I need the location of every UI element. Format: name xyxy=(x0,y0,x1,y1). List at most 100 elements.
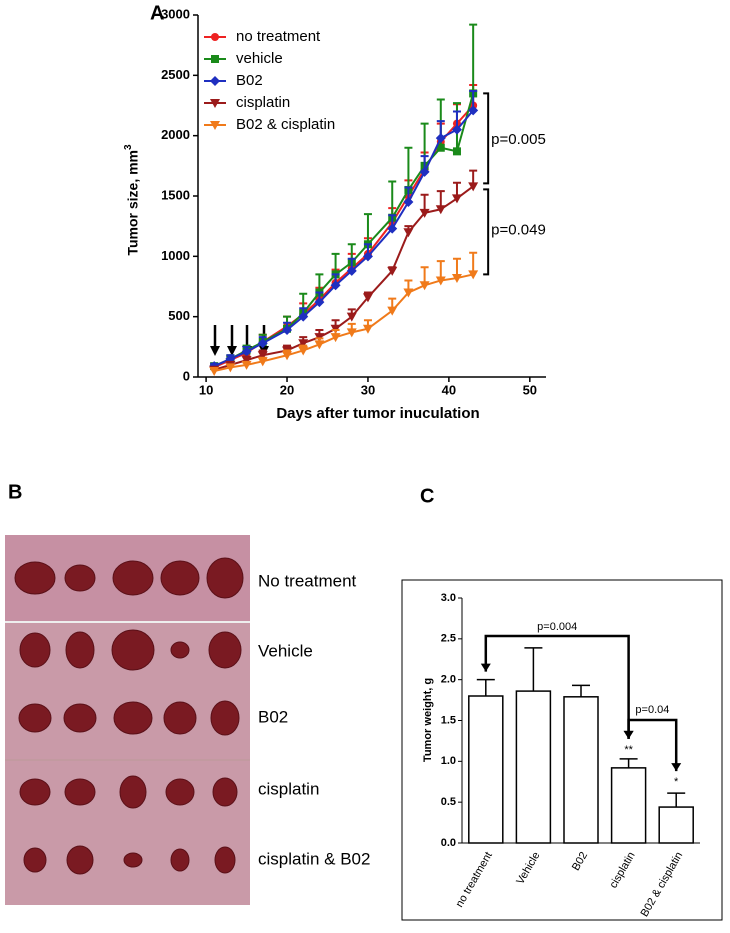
marker xyxy=(419,208,430,218)
marker xyxy=(435,133,446,144)
error-bar xyxy=(619,758,638,768)
legend-marker xyxy=(210,121,220,130)
marker xyxy=(387,306,398,316)
annotation: p=0.04 xyxy=(635,704,669,716)
tumor xyxy=(163,701,197,735)
legend-label: vehicle xyxy=(236,50,283,67)
marker xyxy=(346,328,357,338)
marker xyxy=(225,363,236,373)
row-label: Vehicle xyxy=(258,641,313,660)
tumor xyxy=(64,778,96,806)
y-tick-label: 500 xyxy=(168,308,190,323)
marker xyxy=(452,147,461,156)
bracket xyxy=(484,634,630,739)
marker xyxy=(330,333,341,343)
panel-label: B xyxy=(8,481,22,503)
tumor xyxy=(206,557,244,599)
error-bar xyxy=(667,792,686,808)
y-tick-label: 3000 xyxy=(161,6,190,21)
error-bar xyxy=(469,23,478,94)
marker xyxy=(362,324,373,334)
bar xyxy=(515,690,552,844)
error-bar xyxy=(524,647,543,692)
panel-label: C xyxy=(420,485,434,507)
x-tick-label: Vehicle xyxy=(514,850,542,887)
x-tick-label: 30 xyxy=(361,382,375,397)
y-tick-label: 2.0 xyxy=(441,674,456,686)
arrow-head xyxy=(480,663,491,672)
tumor xyxy=(208,631,242,669)
x-tick-label: 20 xyxy=(280,382,294,397)
marker xyxy=(403,288,414,298)
y-tick-label: 0.0 xyxy=(441,837,456,849)
marker xyxy=(451,194,462,204)
marker xyxy=(346,312,357,322)
tumor xyxy=(212,777,238,807)
bracket xyxy=(483,188,490,276)
arrow-head xyxy=(623,730,634,739)
marker xyxy=(387,223,398,234)
marker xyxy=(257,351,268,361)
marker xyxy=(298,346,309,356)
annotation: p=0.005 xyxy=(491,131,546,148)
y-tick-label: 2.5 xyxy=(441,633,456,645)
x-tick-label: B02 & cisplatin xyxy=(639,850,686,919)
marker xyxy=(419,281,430,291)
tumor xyxy=(113,701,153,735)
annotation: p=0.004 xyxy=(537,621,577,633)
bar xyxy=(468,695,504,844)
legend-label: B02 xyxy=(236,72,263,89)
marker xyxy=(314,297,325,308)
tumor xyxy=(18,703,52,733)
marker xyxy=(314,340,325,350)
y-axis-label: Tumor weight, g xyxy=(422,678,434,762)
legend-marker xyxy=(211,33,219,41)
panel-label: A xyxy=(150,2,164,24)
marker xyxy=(282,351,293,361)
bar xyxy=(563,696,599,844)
marker xyxy=(468,270,479,280)
x-tick-label: no treatment xyxy=(454,850,495,909)
tumor xyxy=(170,848,190,872)
tumors xyxy=(14,557,244,875)
tumor xyxy=(214,846,236,874)
tumor xyxy=(66,845,94,875)
annotation: * xyxy=(674,776,679,788)
tumor xyxy=(170,641,190,659)
row-label: No treatment xyxy=(258,571,357,590)
marker xyxy=(298,339,309,349)
x-tick-label: 40 xyxy=(442,382,456,397)
legend-label: no treatment xyxy=(236,28,321,45)
tumor xyxy=(63,703,97,733)
tumor xyxy=(165,778,195,806)
marker xyxy=(419,166,430,177)
arrow-head xyxy=(227,346,237,356)
marker xyxy=(468,182,479,192)
tumor xyxy=(14,561,56,595)
tumor xyxy=(19,632,51,668)
series-line xyxy=(213,185,474,371)
marker xyxy=(209,366,220,376)
legend-marker xyxy=(211,55,219,63)
error-bar xyxy=(404,146,413,190)
tumor xyxy=(23,847,47,873)
error-bar xyxy=(363,213,372,245)
row-label: cisplatin xyxy=(258,779,319,798)
y-tick-label: 1.0 xyxy=(441,755,456,767)
x-tick-label: B02 xyxy=(570,850,590,873)
tumor xyxy=(210,700,240,736)
y-tick-label: 1000 xyxy=(161,248,190,263)
plot-frame xyxy=(401,579,723,921)
x-axis-label: Days after tumor inuculation xyxy=(276,405,479,422)
y-tick-label: 3.0 xyxy=(441,592,456,604)
series-line xyxy=(213,109,474,368)
arrow-head xyxy=(210,346,220,356)
legend-marker xyxy=(210,99,220,108)
y-tick-label: 0.5 xyxy=(441,796,456,808)
marker xyxy=(403,197,414,208)
marker xyxy=(468,105,479,116)
tumor xyxy=(111,629,155,671)
x-tick-label: cisplatin xyxy=(607,850,637,890)
marker xyxy=(241,346,252,357)
